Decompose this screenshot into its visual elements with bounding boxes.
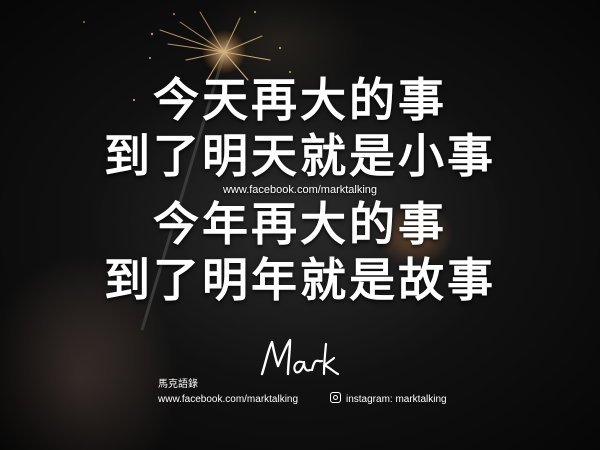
mark-signature-logo <box>260 338 340 376</box>
instagram-link[interactable]: instagram: marktalking <box>346 394 447 405</box>
facebook-link[interactable]: www.facebook.com/marktalking <box>158 394 299 405</box>
brand-name: 馬克語錄 <box>158 379 198 390</box>
quote-line-4: 到了明年就是故事 <box>104 253 496 307</box>
quote-line-3: 今年再大的事 <box>153 197 447 251</box>
instagram-icon <box>330 392 341 403</box>
quote-line-1: 今天再大的事 <box>153 73 447 127</box>
facebook-url-watermark: www.facebook.com/marktalking <box>222 184 378 196</box>
quote-line-2: 到了明天就是小事 <box>104 129 496 183</box>
